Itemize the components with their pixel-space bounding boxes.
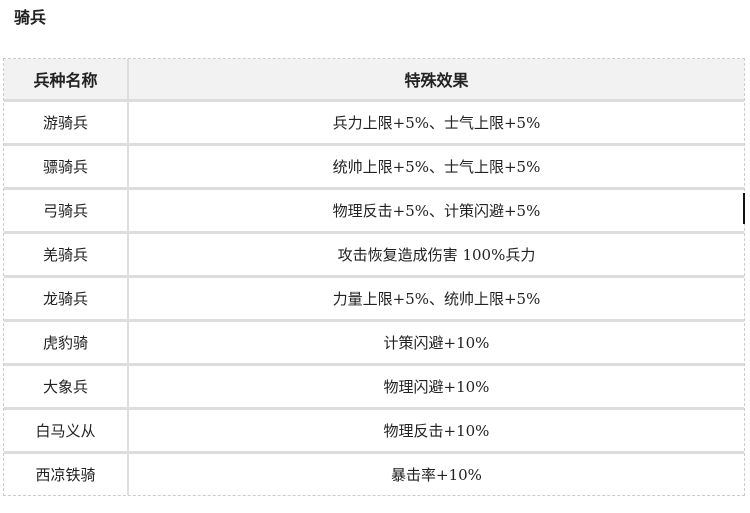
cavalry-table: 兵种名称 特殊效果 游骑兵 兵力上限+5%、士气上限+5% 骠骑兵 统帅上限+5%、士… — [3, 58, 745, 496]
table-row: 羌骑兵 攻击恢复造成伤害 100%兵力 — [4, 234, 744, 278]
unit-name-cell: 虎豹骑 — [4, 322, 129, 366]
table-row: 游骑兵 兵力上限+5%、士气上限+5% — [4, 102, 744, 146]
section-title: 骑兵 — [14, 8, 47, 27]
effect-cell: 物理闪避+10% — [129, 366, 744, 410]
unit-name-cell: 游骑兵 — [4, 102, 129, 146]
unit-name-cell: 骠骑兵 — [4, 146, 129, 190]
effect-cell: 计策闪避+10% — [129, 322, 744, 366]
unit-name-cell: 白马义从 — [4, 410, 129, 454]
header-special-effect: 特殊效果 — [129, 59, 744, 102]
unit-name-cell: 弓骑兵 — [4, 190, 129, 234]
table-row: 白马义从 物理反击+10% — [4, 410, 744, 454]
text-cursor — [743, 193, 745, 224]
effect-cell: 物理反击+10% — [129, 410, 744, 454]
table-row: 弓骑兵 物理反击+5%、计策闪避+5% — [4, 190, 744, 234]
table-row: 龙骑兵 力量上限+5%、统帅上限+5% — [4, 278, 744, 322]
table-row: 虎豹骑 计策闪避+10% — [4, 322, 744, 366]
header-unit-name: 兵种名称 — [4, 59, 129, 102]
effect-cell: 力量上限+5%、统帅上限+5% — [129, 278, 744, 322]
table-row: 骠骑兵 统帅上限+5%、士气上限+5% — [4, 146, 744, 190]
unit-name-cell: 羌骑兵 — [4, 234, 129, 278]
unit-name-cell: 大象兵 — [4, 366, 129, 410]
effect-cell: 攻击恢复造成伤害 100%兵力 — [129, 234, 744, 278]
table-header-row: 兵种名称 特殊效果 — [4, 59, 744, 102]
unit-name-cell: 龙骑兵 — [4, 278, 129, 322]
table-row: 西凉铁骑 暴击率+10% — [4, 454, 744, 495]
unit-name-cell: 西凉铁骑 — [4, 454, 129, 495]
table-row: 大象兵 物理闪避+10% — [4, 366, 744, 410]
effect-cell: 兵力上限+5%、士气上限+5% — [129, 102, 744, 146]
effect-cell: 统帅上限+5%、士气上限+5% — [129, 146, 744, 190]
effect-cell: 物理反击+5%、计策闪避+5% — [129, 190, 744, 234]
effect-cell: 暴击率+10% — [391, 466, 482, 484]
